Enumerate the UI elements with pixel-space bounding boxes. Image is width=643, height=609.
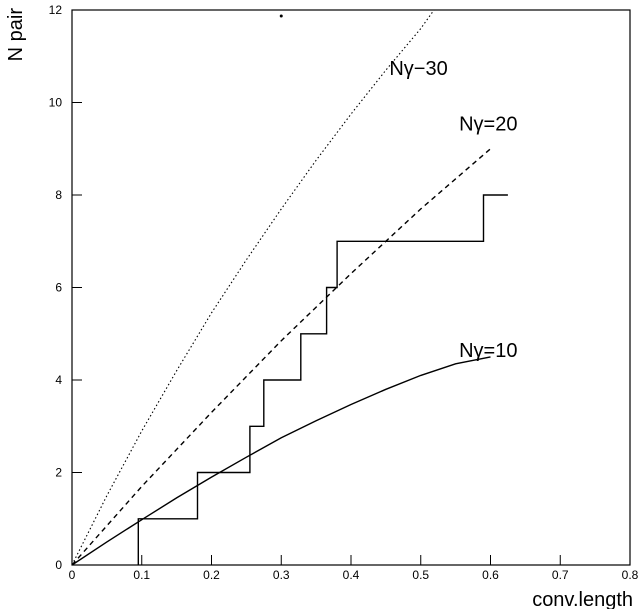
x-tick-label: 0.2: [203, 568, 220, 582]
annotation-layer: Nγ−30 Nγ=20 Nγ=10: [389, 58, 517, 362]
x-tick-label: 0.5: [412, 568, 429, 582]
x-tick-label: 0.4: [343, 568, 360, 582]
series-dotted-line: [71, 9, 435, 566]
x-tick-label: 0.8: [622, 568, 639, 582]
y-tick-label: 10: [49, 96, 63, 110]
labels-layer: 0 0.1 0.2 0.3 0.4 0.5 0.6 0.7 0.8 0 2 4 6 8 10 12: [49, 3, 639, 582]
y-axis-title: N pair: [5, 8, 27, 62]
plot-frame: [71, 9, 631, 566]
y-tick-label: 12: [49, 3, 63, 17]
y-tick-label: 2: [55, 466, 62, 480]
curve-annotation: Nγ−30: [389, 58, 447, 80]
marker-dot: [279, 14, 283, 18]
x-tick-label: 0.6: [482, 568, 499, 582]
y-tick-label: 4: [55, 373, 62, 387]
x-tick-label: 0.3: [273, 568, 290, 582]
x-tick-label: 0: [69, 568, 76, 582]
x-tick-label: 0.7: [552, 568, 569, 582]
y-tick-label: 6: [55, 281, 62, 295]
series-step-histogram: [137, 194, 508, 565]
x-axis-title: conv.length: [532, 589, 633, 609]
series-layer: [71, 9, 508, 566]
ticks-layer: [71, 9, 631, 566]
curve-annotation: Nγ=10: [459, 340, 517, 362]
curve-annotation: Nγ=20: [459, 113, 517, 135]
series-solid-line: [71, 356, 491, 566]
series-dashed-line: [71, 148, 491, 566]
y-tick-label: 0: [55, 558, 62, 572]
y-tick-label: 8: [55, 188, 62, 202]
x-tick-label: 0.1: [133, 568, 150, 582]
